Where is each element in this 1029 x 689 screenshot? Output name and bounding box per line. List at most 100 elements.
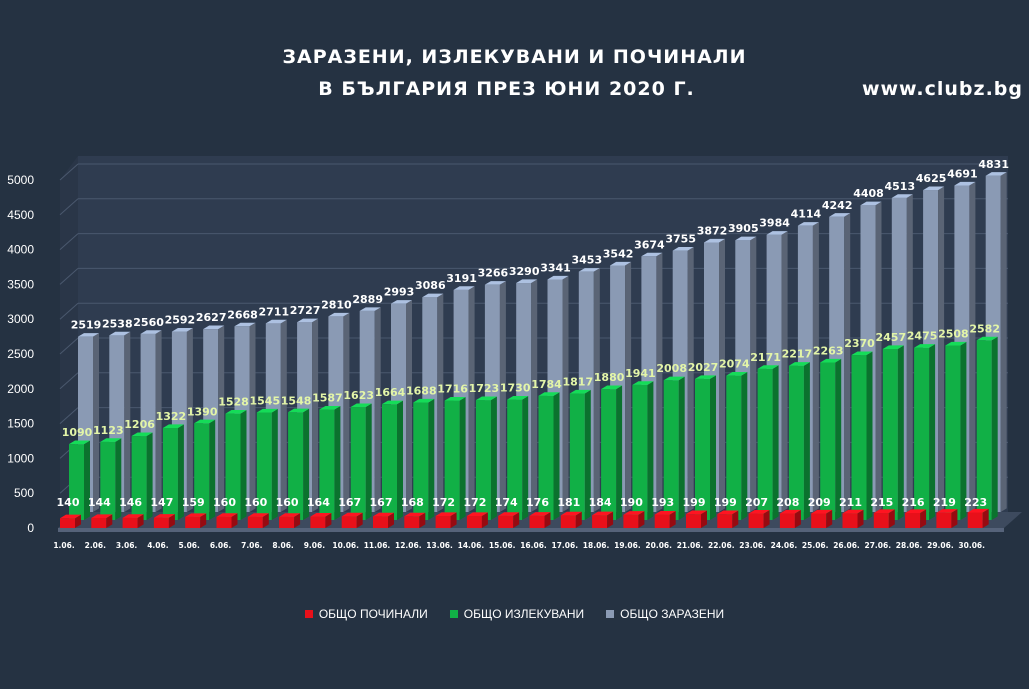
- bar-recovered-front: [194, 423, 210, 520]
- bar-recovered-front: [288, 412, 304, 520]
- data-label-infected: 3453: [571, 254, 602, 267]
- bar-infected-top: [923, 186, 945, 191]
- bar-infected-top: [140, 330, 162, 334]
- bar-recovered-side: [866, 351, 873, 520]
- bar-recovered-front: [475, 400, 491, 520]
- y-tick-label: 1500: [7, 417, 34, 431]
- data-label-infected: 2538: [102, 317, 133, 330]
- bar-deaths-side: [450, 512, 457, 528]
- x-tick-label: 5.06.: [179, 541, 201, 550]
- bar-deaths-side: [575, 511, 582, 528]
- data-label-deaths: 219: [933, 496, 956, 509]
- bar-recovered-top: [976, 336, 998, 341]
- data-label-infected: 2727: [290, 304, 321, 317]
- data-label-infected: 3755: [665, 233, 696, 246]
- data-label-recovered: 1716: [437, 383, 468, 396]
- bar-infected-top: [704, 238, 725, 243]
- bar-recovered-side: [490, 396, 497, 520]
- bar-recovered-side: [459, 396, 466, 520]
- x-tick-label: 20.06.: [645, 541, 672, 550]
- bar-deaths-top: [122, 514, 144, 518]
- bar-recovered-front: [350, 407, 366, 520]
- gridline-side: [59, 268, 79, 285]
- bar-recovered-top: [820, 358, 842, 363]
- bar-recovered-front: [100, 441, 116, 520]
- data-label-recovered: 1880: [594, 371, 625, 384]
- x-tick-label: 7.06.: [241, 541, 263, 550]
- legend-item-infected: ОБЩО ЗАРАЗЕНИ: [606, 607, 724, 621]
- bar-infected-side: [906, 194, 913, 512]
- bar-infected-top: [265, 319, 287, 324]
- x-tick-label: 14.06.: [458, 541, 485, 550]
- data-label-infected: 2560: [133, 316, 164, 329]
- data-label-deaths: 174: [495, 496, 518, 509]
- bar-recovered-side: [929, 344, 936, 520]
- bar-recovered-top: [225, 410, 247, 414]
- data-label-infected: 3872: [697, 225, 728, 238]
- bar-infected-top: [954, 181, 976, 186]
- legend-label-deaths: ОБЩО ПОЧИНАЛИ: [318, 607, 428, 621]
- bar-recovered-front: [788, 365, 804, 520]
- bar-deaths-front: [592, 515, 608, 528]
- bar-recovered-front: [601, 389, 617, 520]
- bar-infected-side: [1000, 172, 1007, 512]
- bar-deaths-top: [529, 512, 551, 516]
- data-label-deaths: 184: [589, 496, 612, 509]
- bar-deaths-front: [811, 513, 827, 528]
- bar-deaths-side: [325, 512, 332, 528]
- bar-deaths-top: [91, 514, 113, 518]
- data-label-infected: 2993: [384, 286, 415, 299]
- bar-infected-top: [516, 279, 538, 284]
- bar-infected-top: [109, 331, 131, 336]
- bar-recovered-top: [945, 341, 967, 346]
- bar-deaths-top: [60, 514, 81, 519]
- bar-deaths-side: [669, 510, 676, 528]
- data-label-infected: 2889: [352, 293, 383, 306]
- bar-recovered-side: [240, 410, 247, 520]
- bar-recovered-front: [851, 355, 867, 520]
- bar-infected-side: [812, 222, 819, 512]
- x-tick-label: 21.06.: [677, 541, 704, 550]
- bar-recovered-side: [146, 432, 153, 520]
- bar-infected-top: [78, 333, 99, 337]
- data-label-infected: 3984: [759, 217, 790, 230]
- gridline-side: [59, 163, 79, 181]
- bar-infected-side: [186, 327, 193, 512]
- gridline-side: [59, 233, 79, 250]
- bar-deaths-top: [247, 513, 269, 517]
- bar-recovered-front: [69, 444, 84, 520]
- bar-recovered-side: [115, 438, 122, 520]
- x-tick-label: 4.06.: [147, 541, 169, 550]
- data-label-recovered: 1623: [343, 389, 374, 402]
- bar-recovered-top: [413, 398, 435, 403]
- bar-recovered-front: [757, 368, 773, 520]
- bar-infected-side: [437, 293, 444, 512]
- data-label-infected: 3341: [540, 261, 571, 274]
- bar-deaths-top: [717, 510, 739, 515]
- bar-deaths-top: [373, 512, 394, 517]
- data-label-deaths: 216: [902, 496, 925, 509]
- data-label-recovered: 2217: [782, 348, 813, 361]
- data-label-deaths: 211: [839, 496, 862, 509]
- data-label-recovered: 2171: [750, 351, 781, 364]
- bar-recovered-front: [726, 375, 742, 520]
- data-label-recovered: 1545: [249, 394, 280, 407]
- bar-deaths-top: [435, 512, 457, 517]
- bar-deaths-front: [153, 517, 169, 528]
- x-tick-label: 9.06.: [304, 541, 326, 550]
- data-label-deaths: 144: [88, 496, 111, 509]
- bar-infected-side: [875, 201, 882, 512]
- bar-recovered-front: [538, 395, 554, 520]
- data-label-deaths: 207: [745, 496, 768, 509]
- bar-infected-top: [453, 286, 475, 290]
- data-label-recovered: 1090: [62, 426, 93, 439]
- bar-recovered-top: [851, 351, 873, 356]
- bar-recovered-top: [100, 438, 122, 442]
- bar-deaths-side: [607, 511, 614, 528]
- bar-infected-side: [781, 231, 788, 513]
- x-tick-label: 3.06.: [116, 541, 138, 550]
- data-label-infected: 4831: [978, 158, 1009, 171]
- bar-infected-side: [562, 275, 569, 512]
- bar-infected-top: [829, 213, 851, 217]
- data-label-recovered: 1817: [562, 376, 593, 389]
